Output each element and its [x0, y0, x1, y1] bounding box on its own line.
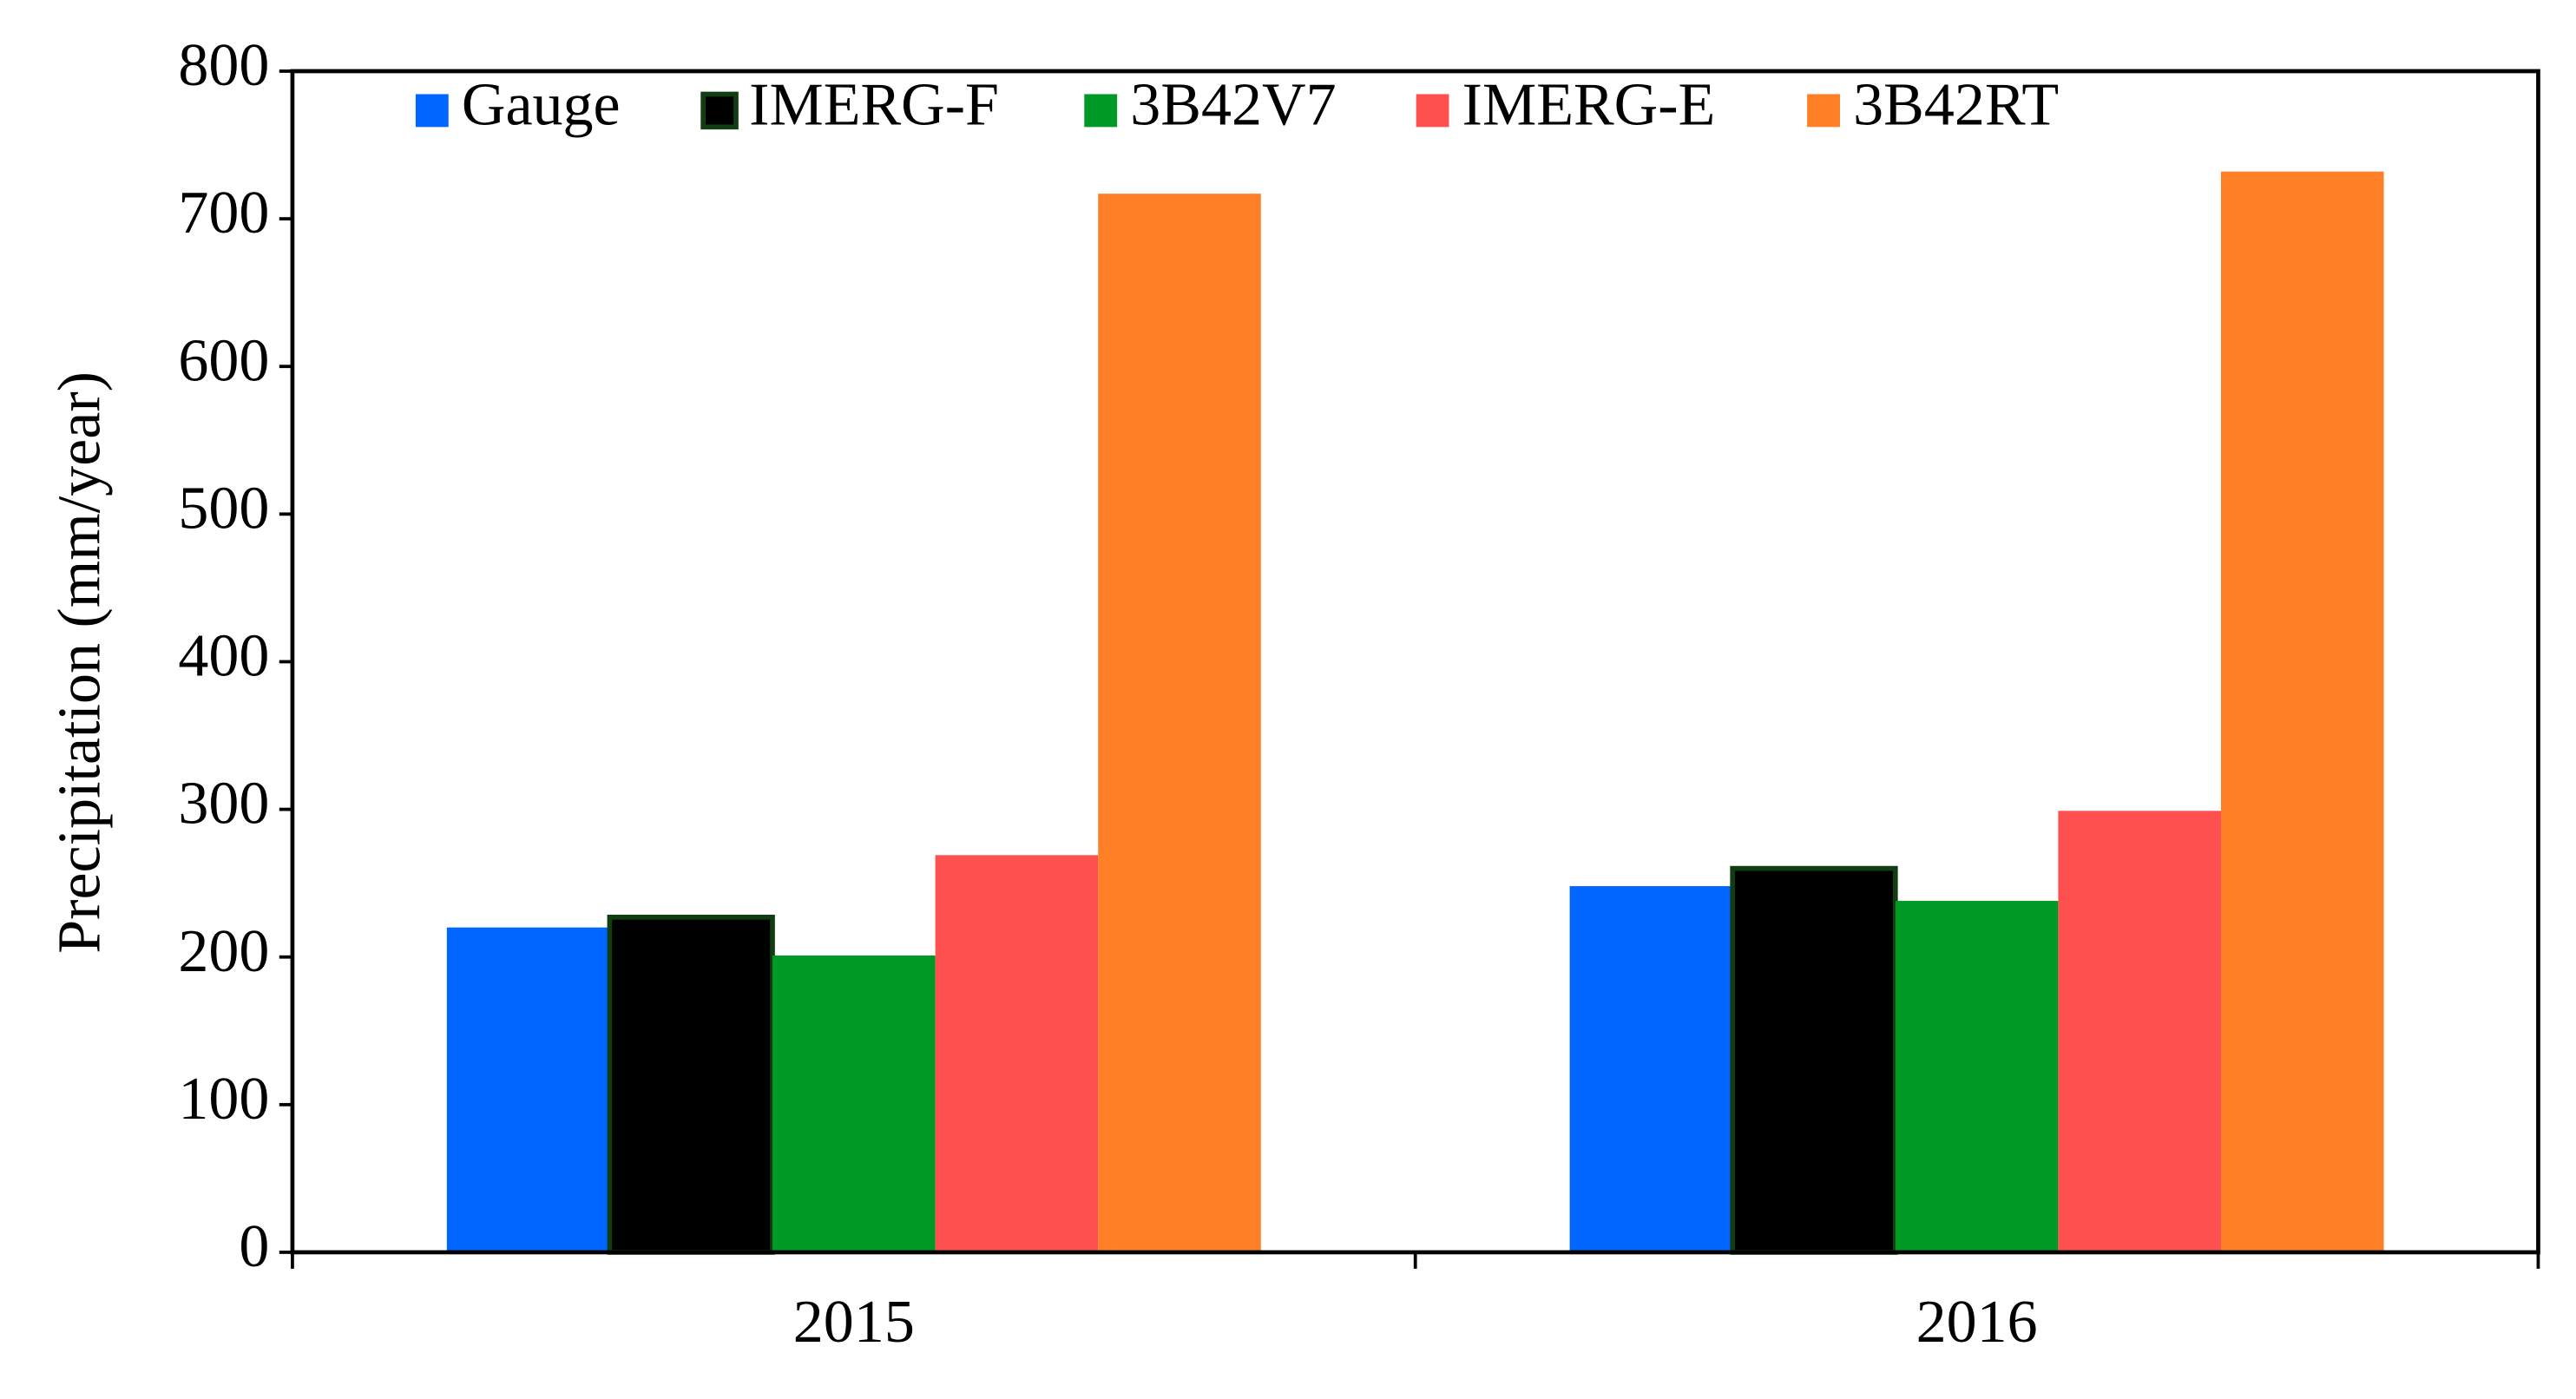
- bar: [446, 927, 610, 1252]
- bar: [1569, 886, 1733, 1252]
- legend-label: Gauge: [462, 71, 621, 138]
- y-tick-label: 200: [178, 918, 269, 985]
- legend-label: IMERG-F: [749, 71, 999, 138]
- bar: [607, 914, 775, 1255]
- y-tick-label: 0: [239, 1213, 269, 1280]
- y-tick-label: 400: [178, 623, 269, 690]
- bar: [1098, 194, 1261, 1252]
- plot-frame: [290, 69, 2540, 1255]
- legend-swatch: [1084, 94, 1118, 128]
- legend-swatch: [1416, 94, 1449, 128]
- y-tick-label: 500: [178, 475, 269, 542]
- legend-label: 3B42V7: [1130, 71, 1336, 138]
- y-tick-label: 700: [178, 180, 269, 246]
- y-tick-label: 800: [178, 32, 269, 99]
- legend-swatch: [415, 94, 449, 128]
- bar: [1895, 901, 2059, 1252]
- legend-swatch: [1807, 94, 1840, 128]
- x-tick-label: 2015: [793, 1289, 915, 1356]
- y-tick-label: 300: [178, 771, 269, 837]
- y-axis-title: Precipitation (mm/year): [47, 371, 114, 954]
- bar: [2058, 811, 2221, 1252]
- legend-label: 3B42RT: [1853, 71, 2059, 138]
- legend-label: IMERG-E: [1462, 71, 1716, 138]
- bar: [935, 855, 1099, 1252]
- x-tick-label: 2016: [1916, 1289, 2038, 1356]
- bar: [2220, 171, 2384, 1252]
- y-tick-label: 100: [178, 1066, 269, 1133]
- bar: [772, 956, 936, 1252]
- y-tick-label: 600: [178, 327, 269, 394]
- legend-swatch: [700, 91, 739, 130]
- bar: [1730, 865, 1898, 1255]
